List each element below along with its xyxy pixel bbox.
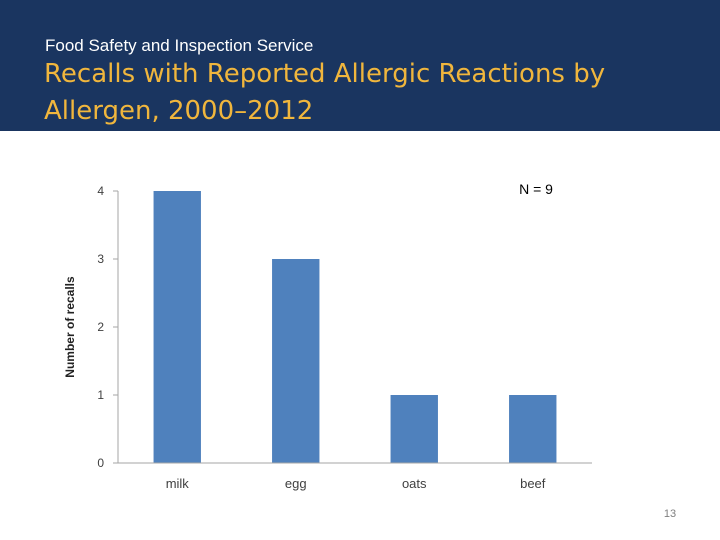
y-axis-label: Number of recalls xyxy=(63,276,77,378)
y-tick-label: 4 xyxy=(97,184,104,198)
page-number: 13 xyxy=(663,508,677,520)
bar-milk xyxy=(153,191,201,463)
bar-beef xyxy=(509,395,557,463)
bar-egg xyxy=(272,259,320,463)
bar-oats xyxy=(390,395,438,463)
x-tick-label: milk xyxy=(166,476,190,491)
x-tick-label: beef xyxy=(520,476,546,491)
chart-annotation: N = 9 xyxy=(519,181,553,197)
y-tick-label: 1 xyxy=(97,388,104,402)
x-tick-label: egg xyxy=(285,476,307,491)
x-tick-label: oats xyxy=(402,476,427,491)
agency-name: Food Safety and Inspection Service xyxy=(45,36,314,55)
y-tick-label: 0 xyxy=(97,456,104,470)
y-tick-label: 2 xyxy=(97,320,104,334)
slide-title: Recalls with Reported Allergic Reactions… xyxy=(44,59,606,126)
y-tick-label: 3 xyxy=(97,252,104,266)
header-bar: Food Safety and Inspection Service Recal… xyxy=(0,0,720,131)
